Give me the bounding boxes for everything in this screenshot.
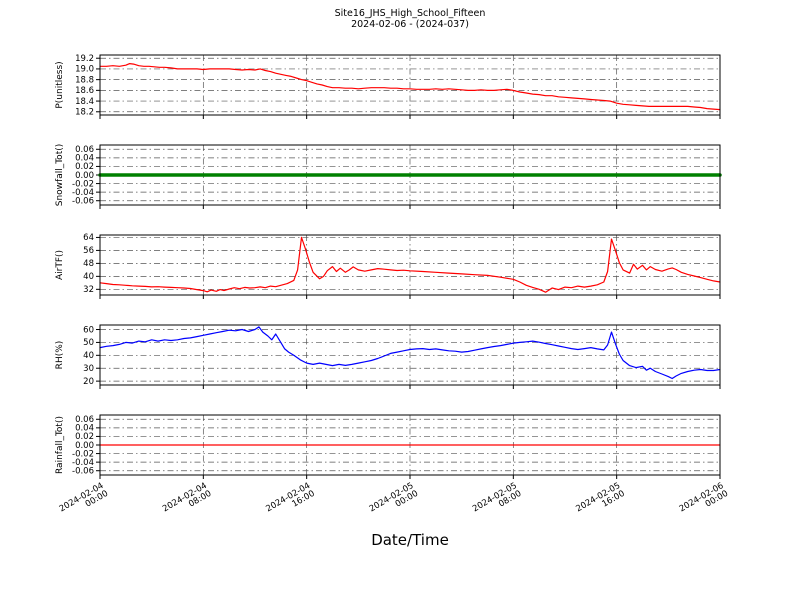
- svg-text:20: 20: [83, 377, 94, 387]
- svg-text:50: 50: [83, 338, 94, 348]
- svg-text:0.06: 0.06: [75, 145, 94, 155]
- svg-text:0.04: 0.04: [75, 424, 94, 434]
- svg-text:56: 56: [83, 246, 94, 256]
- svg-text:32: 32: [83, 285, 94, 295]
- svg-text:AirTF(): AirTF(): [55, 250, 65, 280]
- chart-title-line2: 2024-02-06 - (2024-037): [351, 19, 469, 30]
- svg-text:-0.04: -0.04: [72, 458, 94, 468]
- svg-text:RH(%): RH(%): [55, 341, 65, 370]
- svg-text:0.06: 0.06: [75, 415, 94, 425]
- svg-text:48: 48: [83, 259, 94, 269]
- svg-text:18.4: 18.4: [75, 97, 94, 107]
- svg-text:64: 64: [83, 233, 94, 243]
- svg-text:18.8: 18.8: [75, 75, 94, 85]
- svg-text:Rainfall_Tot(): Rainfall_Tot(): [55, 416, 65, 474]
- x-axis-label: Date/Time: [371, 531, 449, 549]
- svg-text:P(unitless): P(unitless): [55, 61, 65, 108]
- svg-text:0.02: 0.02: [75, 162, 94, 172]
- svg-text:-0.04: -0.04: [72, 188, 94, 198]
- svg-text:19.0: 19.0: [75, 65, 94, 75]
- svg-text:0.04: 0.04: [75, 154, 94, 164]
- svg-text:30: 30: [83, 364, 94, 374]
- chart-title: Site16_JHS_High_School_Fifteen 2024-02-0…: [100, 8, 720, 30]
- svg-text:Snowfall_Tot(): Snowfall_Tot(): [55, 144, 65, 207]
- svg-text:18.6: 18.6: [75, 86, 94, 96]
- svg-text:18.2: 18.2: [75, 108, 94, 118]
- svg-text:40: 40: [83, 351, 94, 361]
- svg-text:-0.02: -0.02: [72, 449, 94, 459]
- svg-text:-0.02: -0.02: [72, 179, 94, 189]
- svg-text:19.2: 19.2: [75, 54, 94, 64]
- svg-text:-0.06: -0.06: [72, 197, 94, 207]
- svg-text:0.00: 0.00: [75, 441, 94, 451]
- chart-title-line1: Site16_JHS_High_School_Fifteen: [334, 8, 486, 19]
- svg-text:0.00: 0.00: [75, 171, 94, 181]
- svg-text:40: 40: [83, 272, 94, 282]
- svg-text:60: 60: [83, 325, 94, 335]
- svg-text:-0.06: -0.06: [72, 467, 94, 477]
- svg-text:0.02: 0.02: [75, 432, 94, 442]
